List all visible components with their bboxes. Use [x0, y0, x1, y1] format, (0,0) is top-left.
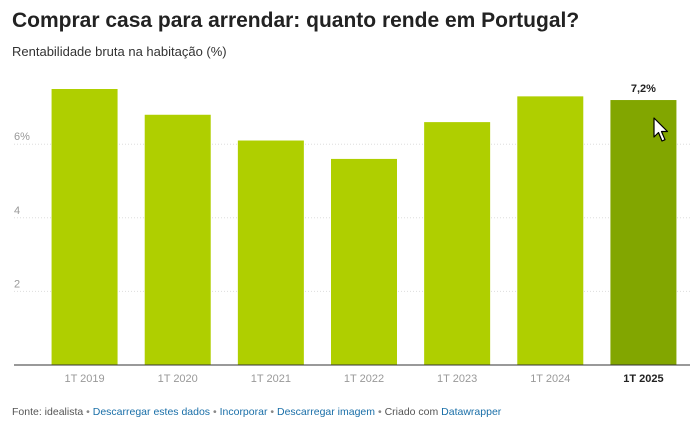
bar — [610, 100, 677, 365]
data-label: 7,2% — [631, 83, 656, 95]
chart-title: Comprar casa para arrendar: quanto rende… — [12, 9, 580, 32]
bar-chart: 2 4 6% 1T 2019 1T 2020 1T 2021 1T 2022 1T 2023 1… — [14, 83, 690, 385]
bar — [144, 114, 211, 365]
chart-footer: Fonte: idealista • Descarregar estes dad… — [12, 406, 501, 418]
bar — [237, 140, 304, 365]
source-text: Fonte: idealista — [12, 406, 84, 418]
y-tick-label: 6% — [14, 131, 30, 143]
embed-link[interactable]: Incorporar — [219, 406, 268, 418]
x-tick-label: 1T 2021 — [251, 373, 291, 385]
x-tick-label: 1T 2019 — [64, 373, 104, 385]
chart-subtitle: Rentabilidade bruta na habitação (%) — [12, 44, 227, 59]
x-tick-label: 1T 2024 — [530, 373, 570, 385]
x-tick-label: 1T 2025 — [623, 373, 663, 385]
bar — [331, 158, 397, 365]
separator: • — [212, 406, 217, 418]
datawrapper-link[interactable]: Datawrapper — [441, 406, 502, 418]
download-image-link[interactable]: Descarregar imagem — [276, 406, 376, 418]
mouse-pointer-icon — [653, 117, 669, 148]
bar — [517, 96, 584, 366]
created-with-text: Criado com — [384, 406, 439, 418]
download-data-link[interactable]: Descarregar estes dados — [92, 406, 211, 418]
bar — [424, 122, 491, 366]
bar — [51, 89, 118, 365]
x-tick-label: 1T 2020 — [158, 373, 198, 385]
separator: • — [377, 406, 382, 418]
x-tick-label: 1T 2022 — [344, 373, 384, 385]
x-tick-label: 1T 2023 — [437, 373, 477, 385]
y-tick-label: 2 — [14, 278, 20, 290]
y-tick-label: 4 — [14, 205, 20, 217]
separator: • — [86, 406, 90, 418]
separator: • — [270, 406, 275, 418]
